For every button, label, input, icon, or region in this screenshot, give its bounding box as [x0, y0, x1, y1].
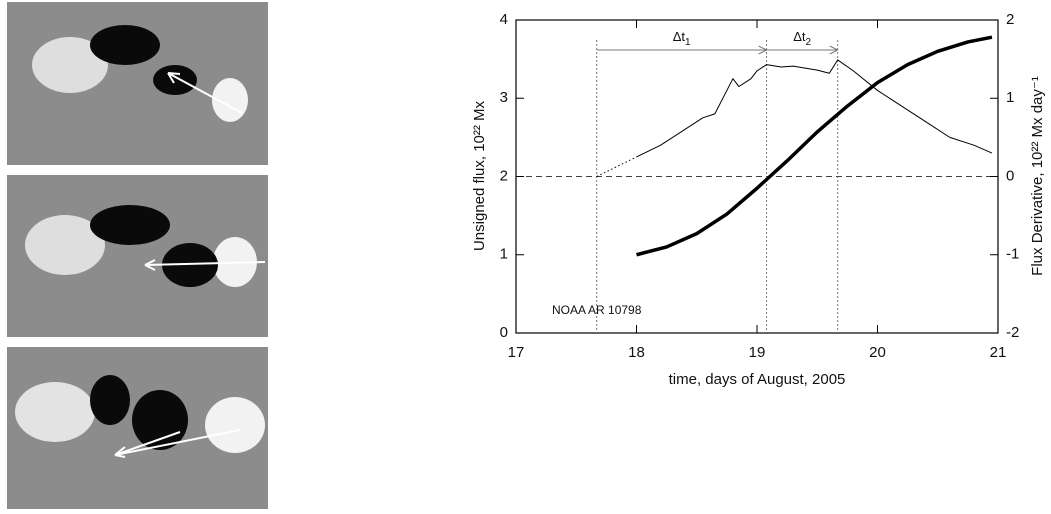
x-tick-label: 18	[628, 344, 645, 361]
magnetogram-panels	[7, 2, 268, 509]
interval-subscript: 1	[685, 37, 691, 48]
data-line	[596, 156, 637, 177]
interval-symbol: Δt	[793, 29, 806, 44]
y2-tick-label: 0	[1006, 167, 1014, 184]
x-axis-label: time, days of August, 2005	[669, 371, 846, 388]
y-tick-label: 0	[500, 324, 508, 341]
y-tick-label: 3	[500, 89, 508, 106]
y-axis-label: Unsigned flux, 10²² Mx	[471, 100, 488, 251]
y2-axis-label: Flux Derivative, 10²² Mx day⁻¹	[1029, 76, 1046, 276]
y-tick-label: 2	[500, 167, 508, 184]
x-tick-label: 21	[990, 344, 1007, 361]
interval-arrow	[596, 45, 767, 55]
axis-arrows	[114, 72, 266, 458]
interval-symbol: Δt	[673, 29, 686, 44]
y2-tick-label: -1	[1006, 246, 1019, 263]
y2-tick-label: 1	[1006, 89, 1014, 106]
data-line	[636, 35, 993, 257]
x-tick-label: 20	[869, 344, 886, 361]
y-tick-label: 1	[500, 246, 508, 263]
interval-label: Δt2	[793, 29, 811, 47]
positive-polarity	[15, 37, 265, 453]
x-tick-label: 19	[749, 344, 766, 361]
x-tick-label: 17	[508, 344, 525, 361]
annotation: NOAA AR 10798	[552, 303, 642, 317]
data-line	[636, 59, 993, 158]
y2-tick-label: -2	[1006, 324, 1019, 341]
y-tick-label: 4	[500, 11, 508, 28]
interval-subscript: 2	[806, 37, 812, 48]
y2-tick-label: 2	[1006, 11, 1014, 28]
interval-arrow	[766, 45, 838, 55]
interval-label: Δt1	[673, 29, 691, 47]
